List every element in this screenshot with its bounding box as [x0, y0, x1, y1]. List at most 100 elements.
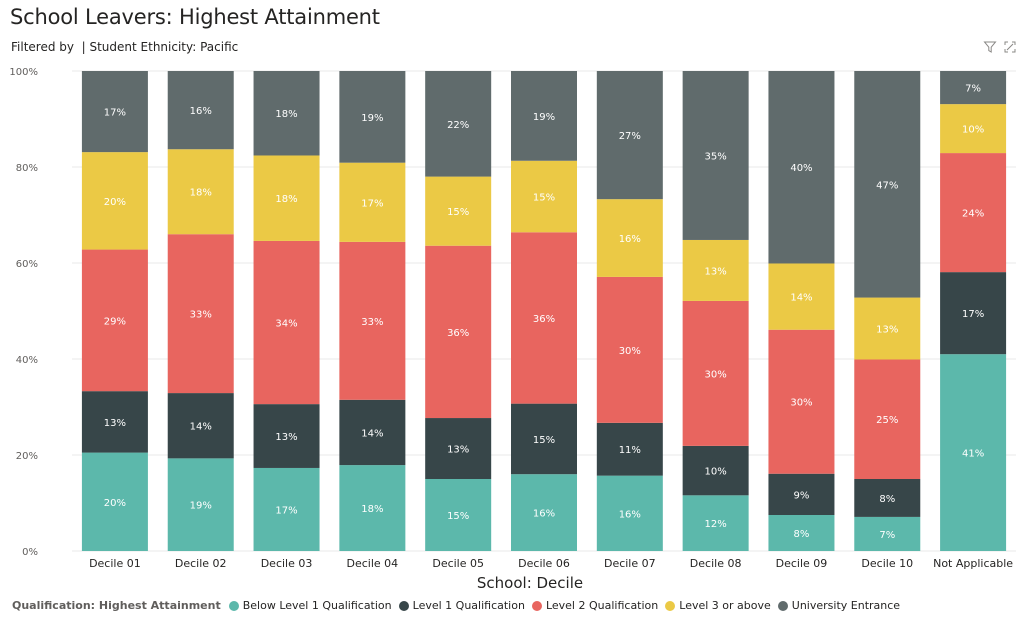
data-label: 11% — [619, 445, 641, 456]
data-label: 19% — [533, 112, 555, 123]
bar-segment — [682, 239, 749, 301]
data-label: 16% — [190, 106, 212, 117]
data-label: 33% — [190, 310, 212, 321]
y-tick-label: 20% — [16, 451, 38, 462]
data-label: 15% — [533, 193, 555, 204]
focus-mode-icon[interactable] — [1003, 40, 1017, 54]
data-label: 18% — [190, 188, 212, 199]
bar-segment — [768, 329, 835, 474]
bar-segment — [167, 71, 234, 150]
legend-item[interactable]: University Entrance — [777, 599, 901, 612]
data-label: 19% — [361, 113, 383, 124]
data-label: 36% — [533, 314, 555, 325]
bar-segment — [167, 393, 234, 459]
legend-item[interactable]: Level 1 Qualification — [398, 599, 525, 612]
data-label: 8% — [879, 494, 895, 505]
legend: Qualification: Highest Attainment Below … — [12, 599, 907, 612]
bar-segment — [253, 404, 320, 468]
bar-segment — [940, 71, 1007, 105]
data-label: 13% — [275, 432, 297, 443]
legend-label: Level 1 Qualification — [412, 599, 525, 612]
data-label: 30% — [705, 369, 727, 380]
data-label: 33% — [361, 317, 383, 328]
data-label: 14% — [190, 422, 212, 433]
bar-segment — [940, 354, 1007, 551]
bar-segment — [511, 71, 577, 161]
bar-segment — [596, 199, 663, 277]
data-label: 16% — [619, 234, 641, 245]
data-label: 13% — [104, 418, 126, 429]
data-label: 18% — [275, 109, 297, 120]
data-label: 20% — [104, 197, 126, 208]
bar-segment — [339, 162, 406, 242]
data-label: 7% — [965, 84, 981, 95]
data-label: 14% — [790, 293, 812, 304]
data-label: 9% — [794, 490, 810, 501]
x-tick-label: Decile 05 — [432, 557, 484, 570]
data-label: 29% — [104, 316, 126, 327]
data-label: 25% — [876, 415, 898, 426]
x-tick-label: Decile 08 — [690, 557, 742, 570]
data-label: 15% — [447, 511, 469, 522]
data-label: 12% — [705, 519, 727, 530]
filter-description: Filtered by | Student Ethnicity: Pacific — [11, 40, 239, 54]
data-label: 41% — [962, 449, 984, 460]
x-tick-label: Decile 09 — [776, 557, 828, 570]
stacked-bar-chart: 0% 20% 40% 60% 80% 100% 20% 13% 29% 20% 17% Decile … — [9, 67, 1016, 592]
bar-segment — [596, 276, 663, 423]
data-label: 10% — [962, 125, 984, 136]
bar-segment — [81, 152, 148, 250]
bar-segment — [253, 467, 320, 551]
bar-segment — [81, 452, 148, 551]
legend-swatch — [777, 600, 788, 611]
legend-item[interactable]: Level 3 or above — [665, 599, 771, 612]
bar-segment — [854, 71, 921, 298]
data-label: 30% — [790, 398, 812, 409]
data-label: 16% — [533, 509, 555, 520]
filter-icon[interactable] — [983, 40, 997, 54]
bar-segment — [81, 391, 148, 453]
y-tick-label: 40% — [16, 355, 38, 366]
bar-segment — [511, 232, 577, 404]
bar-segment — [253, 240, 320, 405]
x-tick-label: Decile 04 — [347, 557, 399, 570]
legend-label: Level 2 Qualification — [545, 599, 659, 612]
data-label: 40% — [790, 163, 812, 174]
bar-segment — [425, 418, 492, 479]
bar-segment — [596, 71, 663, 200]
x-tick-label: Decile 07 — [604, 557, 656, 570]
bar-segment — [940, 104, 1007, 154]
data-label: 30% — [619, 346, 641, 357]
data-label: 35% — [705, 151, 727, 162]
legend-label: Level 3 or above — [679, 599, 771, 612]
data-label: 15% — [533, 435, 555, 446]
bar-segment — [339, 71, 406, 163]
bar-segment — [511, 403, 577, 475]
data-label: 34% — [275, 319, 297, 330]
data-label: 47% — [876, 180, 898, 191]
legend-title: Qualification: Highest Attainment — [12, 599, 221, 612]
data-label: 17% — [104, 108, 126, 119]
bar-segment — [682, 300, 749, 446]
bar-segment — [511, 474, 577, 551]
data-label: 18% — [275, 194, 297, 205]
legend-item[interactable]: Below Level 1 Qualification — [228, 599, 392, 612]
bar-segment — [81, 249, 148, 392]
bar-segment — [768, 473, 835, 515]
data-label: 17% — [361, 198, 383, 209]
bar-segment — [940, 153, 1007, 273]
x-tick-label: Not Applicable — [933, 557, 1013, 570]
x-tick-label: Decile 03 — [261, 557, 313, 570]
bar-segment — [167, 458, 234, 551]
data-label: 14% — [361, 428, 383, 439]
bar-segment — [682, 71, 749, 240]
x-tick-label: Decile 02 — [175, 557, 227, 570]
legend-label: University Entrance — [791, 599, 901, 612]
bar-segment — [854, 359, 921, 479]
data-label: 13% — [447, 445, 469, 456]
bar-segment — [854, 516, 921, 551]
y-tick-label: 0% — [22, 547, 38, 558]
legend-label: Below Level 1 Qualification — [242, 599, 392, 612]
data-label: 18% — [361, 504, 383, 515]
legend-item[interactable]: Level 2 Qualification — [531, 599, 659, 612]
